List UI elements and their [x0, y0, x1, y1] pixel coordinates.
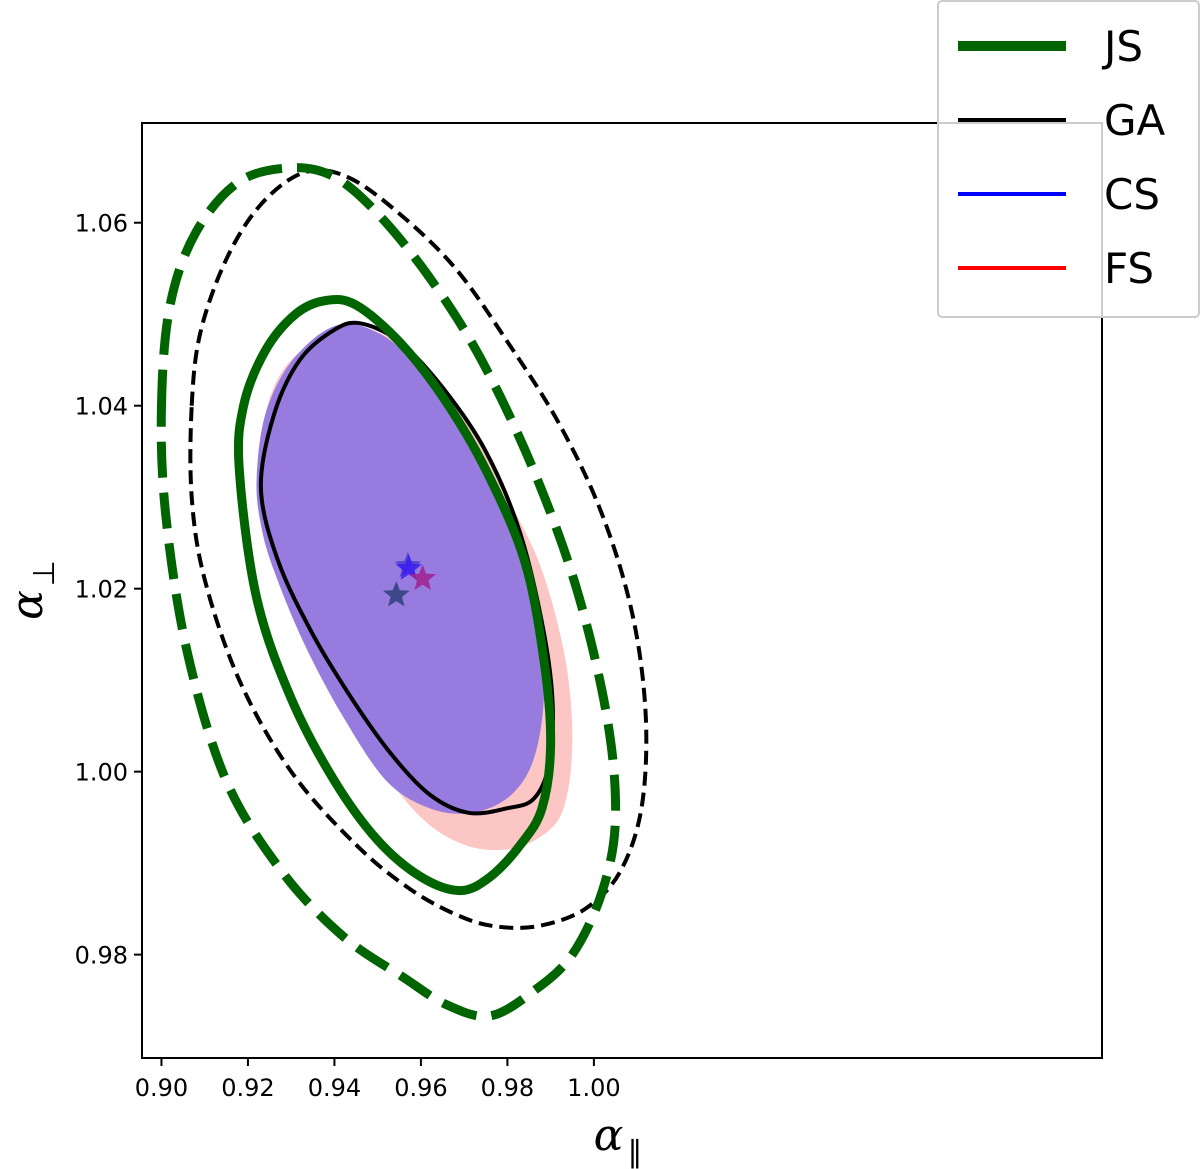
y-tick-label: 1.06: [75, 210, 128, 238]
y-tick-label: 0.98: [75, 942, 128, 970]
legend-ga-label: GA: [1104, 96, 1166, 145]
contour-ga-2-sigma: [188, 168, 649, 930]
y-tick-label: 1.00: [75, 759, 128, 787]
legend-fs-label: FS: [1104, 244, 1154, 293]
x-tick-label: 0.92: [221, 1074, 274, 1102]
x-axis-title: α ∥: [594, 1110, 643, 1169]
legend: JS GA CS FS: [937, 0, 1200, 318]
x-tick-label: 0.98: [481, 1074, 534, 1102]
y-axis-title-subscript: ⊥: [27, 560, 62, 586]
contours-layer: [156, 163, 649, 1021]
x-tick-label: 0.94: [308, 1074, 361, 1102]
y-tick-label: 1.04: [75, 393, 128, 421]
x-tick-label: 0.96: [394, 1074, 447, 1102]
x-axis-title-symbol: α: [594, 1110, 624, 1161]
y-tick-label: 1.02: [75, 576, 128, 604]
marker-cs-star: [395, 554, 423, 580]
x-axis: 0.90 0.92 0.94 0.96 0.98 1.00: [135, 1058, 621, 1102]
x-tick-label: 0.90: [135, 1074, 188, 1102]
contour-js-1-sigma: [233, 294, 556, 896]
y-axis-title: α⊥: [2, 560, 62, 620]
x-tick-label: 1.00: [567, 1074, 620, 1102]
plot-frame: [141, 122, 1103, 1059]
contour-js-2-sigma: [156, 163, 621, 1021]
legend-js-label: JS: [1101, 22, 1143, 71]
legend-cs-label: CS: [1104, 170, 1160, 219]
svg-text:α⊥: α⊥: [2, 560, 62, 620]
legend-box: [937, 0, 1200, 318]
y-axis-title-symbol: α: [2, 590, 53, 620]
y-axis: 0.98 1.00 1.02 1.04 1.06: [75, 210, 142, 970]
marker-js-star: [383, 581, 410, 607]
x-axis-title-subscript: ∥: [627, 1135, 642, 1169]
marker-fs-star: [409, 564, 436, 590]
markers-layer: [383, 551, 436, 607]
